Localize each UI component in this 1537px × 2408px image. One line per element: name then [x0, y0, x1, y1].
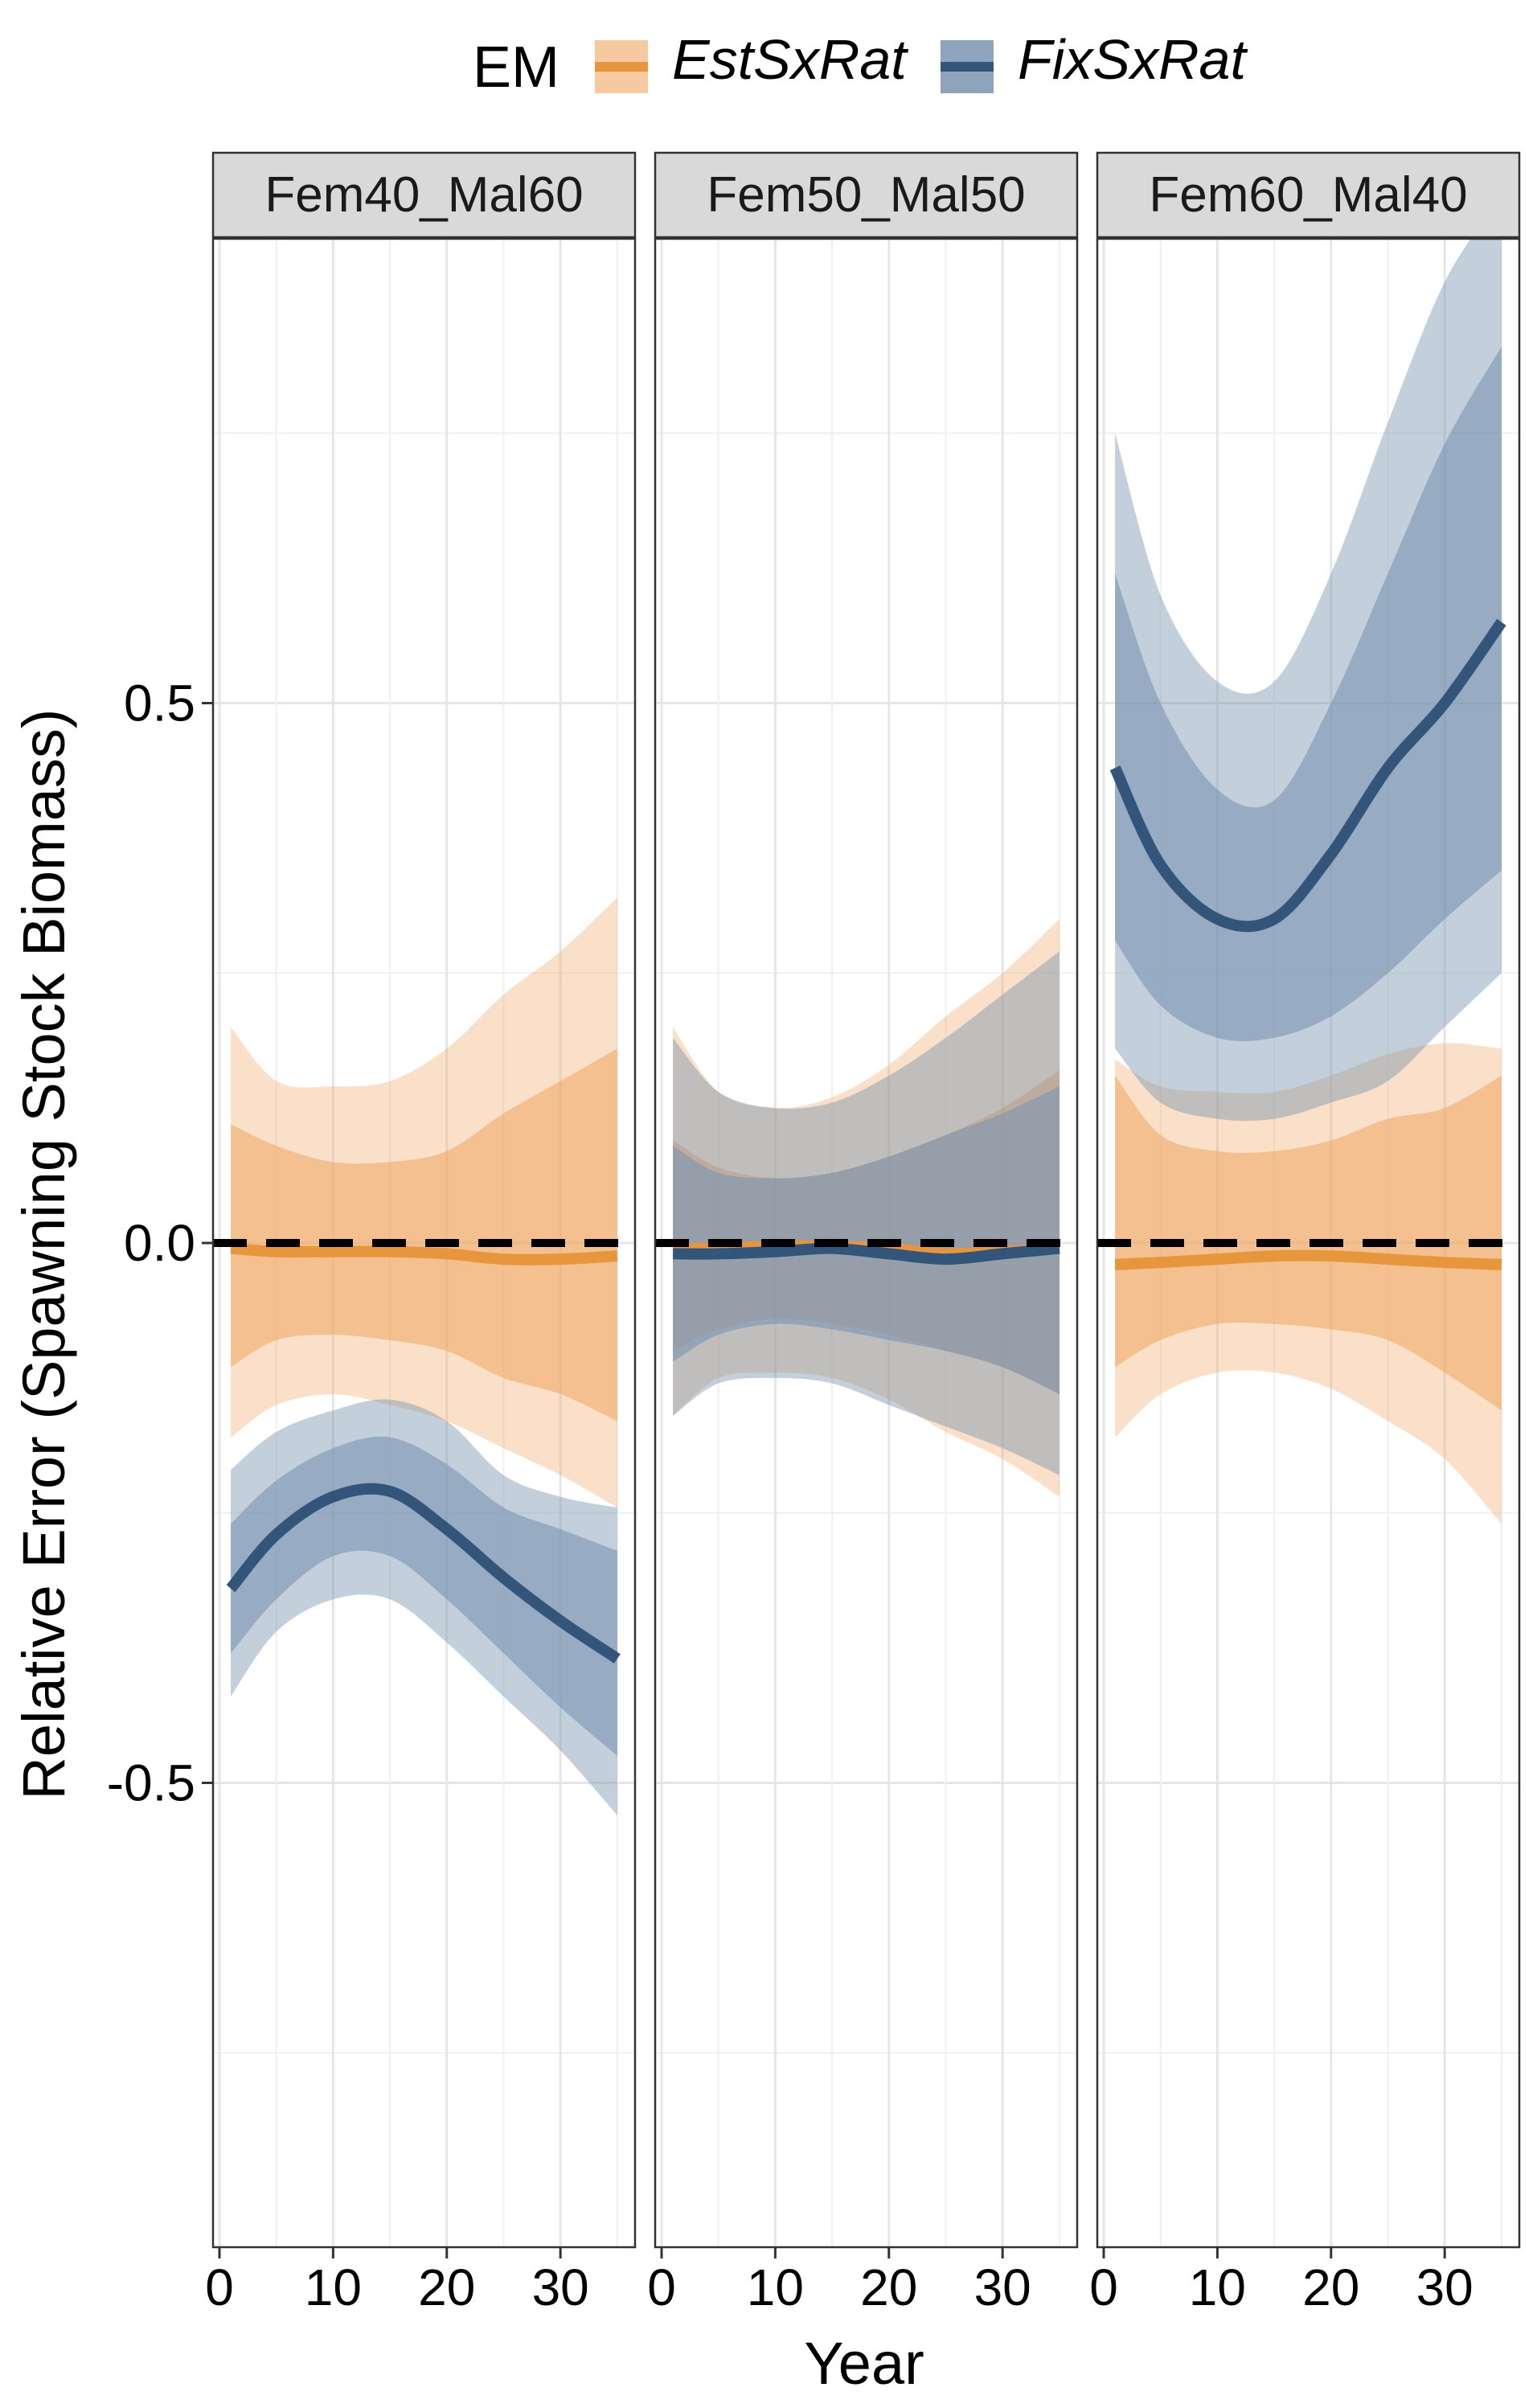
facet-strip-label: Fem50_Mal50: [707, 167, 1025, 223]
y-axis: -0.5 0.0 0.5: [107, 674, 213, 1812]
x-tick-label: 30: [974, 2258, 1031, 2316]
y-tick-label: -0.5: [107, 1754, 195, 1812]
ribbon-inner-estsxrat: [231, 1048, 617, 1421]
ribbon-inner-fixsxrat: [231, 1436, 617, 1756]
y-axis-title: Relative Error (Spawning Stock Biomass): [10, 708, 77, 1799]
facet-strip-label: Fem60_Mal40: [1149, 167, 1467, 223]
legend-title: EM: [473, 35, 559, 100]
x-tick-label: 20: [418, 2258, 475, 2316]
median-line-fixsxrat: [673, 1242, 1060, 1266]
ribbon-inner-fixsxrat: [1115, 347, 1502, 1042]
legend: EM EstSxRat FixSxRat: [473, 28, 1248, 100]
x-tick-label: 20: [860, 2258, 917, 2316]
x-tick-label: 10: [305, 2258, 362, 2316]
x-tick-label: 0: [1089, 2258, 1118, 2316]
x-tick-label: 0: [647, 2258, 676, 2316]
legend-label-fixsxrat: FixSxRat: [1018, 28, 1248, 91]
panel-data: [226, 897, 621, 1815]
x-tick-label: 10: [747, 2258, 804, 2316]
median-line-estsxrat: [230, 1242, 618, 1266]
panel-border: [1096, 237, 1521, 2249]
facet-panel: Fem40_Mal60 0 10 20 30: [205, 151, 637, 2316]
y-tick-label: 0.5: [124, 674, 195, 732]
facet-strip: [654, 151, 1079, 239]
panel-border: [654, 237, 1079, 2249]
x-tick-label: 10: [1189, 2258, 1246, 2316]
panel-data: [673, 919, 1060, 1497]
facet-panel: Fem50_Mal50 0 10 20 30: [647, 151, 1079, 2316]
ribbon-inner-estsxrat: [1115, 1075, 1502, 1411]
x-tick-label: 0: [205, 2258, 234, 2316]
legend-label-estsxrat: EstSxRat: [672, 28, 908, 91]
panel-data: [1109, 239, 1506, 1524]
facet-strip-label: Fem40_Mal60: [264, 167, 583, 223]
facet-panel: Fem60_Mal40 0 10 20 30: [1089, 151, 1521, 2316]
y-tick-label: 0.0: [124, 1214, 195, 1272]
facet-strip: [211, 151, 637, 239]
x-axis-title: Year: [804, 2330, 924, 2397]
x-tick-label: 30: [532, 2258, 589, 2316]
legend-key-estsxrat-line: [595, 62, 648, 72]
median-line-fixsxrat: [226, 1483, 621, 1663]
facet-strip: [1096, 151, 1521, 239]
ribbon-inner-fixsxrat: [673, 1086, 1060, 1394]
x-tick-label: 20: [1302, 2258, 1359, 2316]
median-line-fixsxrat: [1109, 618, 1506, 933]
x-tick-label: 30: [1416, 2258, 1473, 2316]
legend-key-fixsxrat-line: [941, 62, 994, 72]
median-line-estsxrat: [1114, 1249, 1502, 1270]
